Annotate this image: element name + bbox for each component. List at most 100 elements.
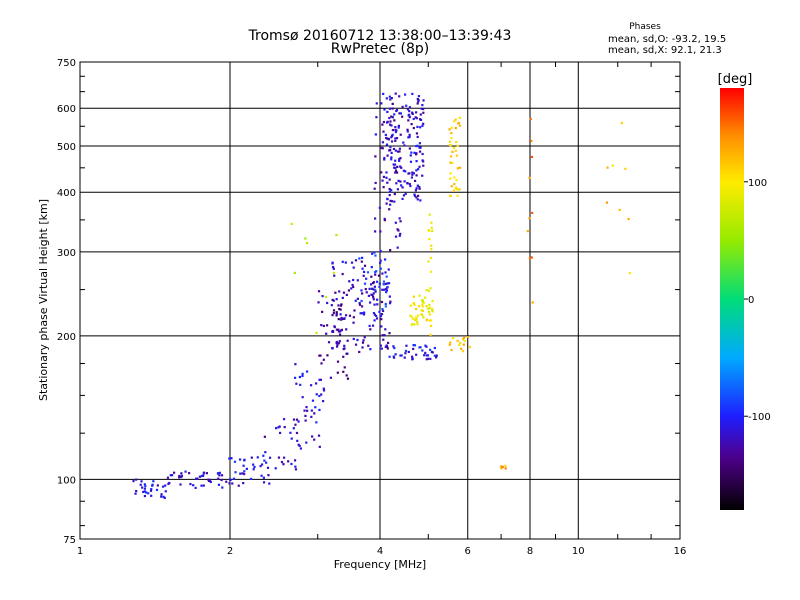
data-point (403, 93, 407, 96)
data-point (262, 476, 265, 479)
data-point (408, 113, 411, 116)
data-point (379, 230, 382, 233)
data-point (350, 261, 354, 264)
data-point (422, 111, 425, 114)
data-point (379, 261, 382, 264)
data-point (413, 323, 416, 326)
data-point (374, 133, 377, 136)
data-point (343, 347, 346, 350)
data-point (426, 357, 430, 360)
data-point (394, 159, 397, 162)
data-point (374, 230, 377, 233)
data-point (420, 309, 423, 312)
data-point (189, 482, 192, 486)
data-point (217, 477, 220, 480)
data-point (392, 355, 395, 358)
data-point (372, 298, 375, 301)
data-point (420, 107, 423, 110)
data-point (383, 108, 386, 111)
data-point (417, 168, 420, 171)
data-point (395, 182, 398, 185)
data-point (361, 256, 364, 259)
data-point (399, 112, 402, 115)
data-point (389, 203, 392, 206)
data-point (322, 324, 325, 328)
data-point (178, 474, 181, 478)
data-point (218, 474, 221, 477)
data-point (429, 256, 433, 260)
data-point (388, 332, 391, 335)
data-point (421, 103, 424, 107)
data-point (332, 309, 336, 312)
data-point (394, 169, 398, 172)
data-point (418, 142, 422, 145)
data-point (385, 202, 388, 205)
data-point (407, 136, 410, 139)
data-point (421, 159, 424, 162)
data-point (410, 315, 413, 318)
data-point (413, 303, 416, 306)
data-point (144, 484, 147, 488)
data-point (385, 275, 388, 278)
data-point (346, 377, 350, 380)
data-point (370, 293, 373, 296)
data-point (416, 125, 419, 128)
y-axis-label: Stationary phase Virtual Height [km] (37, 199, 50, 401)
data-point (404, 192, 407, 195)
data-point (352, 316, 355, 319)
data-point (408, 110, 411, 113)
data-point (384, 271, 387, 274)
data-point (429, 270, 433, 273)
data-point (318, 378, 321, 381)
data-point (425, 318, 428, 321)
data-point (277, 426, 280, 429)
data-point (435, 356, 438, 359)
data-point (417, 100, 420, 103)
data-point (409, 154, 412, 157)
data-point (388, 123, 392, 126)
data-point (381, 334, 384, 337)
data-point (164, 484, 167, 487)
y-tick-label: 100 (57, 475, 76, 486)
data-point (420, 299, 424, 302)
data-point (318, 394, 321, 398)
data-point (326, 354, 329, 357)
data-point (156, 484, 159, 487)
data-point (348, 314, 352, 317)
data-point (358, 303, 362, 306)
data-point (143, 487, 147, 490)
data-point (425, 345, 428, 348)
data-point (354, 299, 357, 302)
data-point (403, 180, 406, 183)
data-point (382, 130, 385, 133)
data-point (228, 457, 231, 460)
data-point (377, 274, 381, 277)
data-point (202, 472, 205, 475)
data-point (423, 354, 426, 357)
data-point (386, 282, 389, 285)
data-point (293, 376, 297, 379)
data-point (421, 300, 425, 303)
data-point (293, 271, 296, 275)
data-point (373, 303, 376, 306)
data-point (394, 130, 397, 134)
data-point (428, 229, 431, 232)
data-point (378, 206, 381, 209)
data-point (388, 302, 392, 305)
data-point (427, 307, 430, 310)
data-point (416, 135, 419, 139)
data-point (352, 337, 355, 341)
data-point (363, 336, 366, 339)
data-point (239, 472, 242, 475)
data-point (364, 287, 367, 291)
data-point (382, 283, 386, 286)
data-point (390, 136, 393, 139)
data-point (429, 287, 432, 290)
data-point (354, 343, 358, 346)
data-point (421, 305, 424, 308)
data-point (360, 260, 363, 263)
data-point (313, 412, 316, 415)
data-point (453, 120, 456, 123)
data-point (369, 283, 373, 286)
data-point (264, 451, 267, 454)
